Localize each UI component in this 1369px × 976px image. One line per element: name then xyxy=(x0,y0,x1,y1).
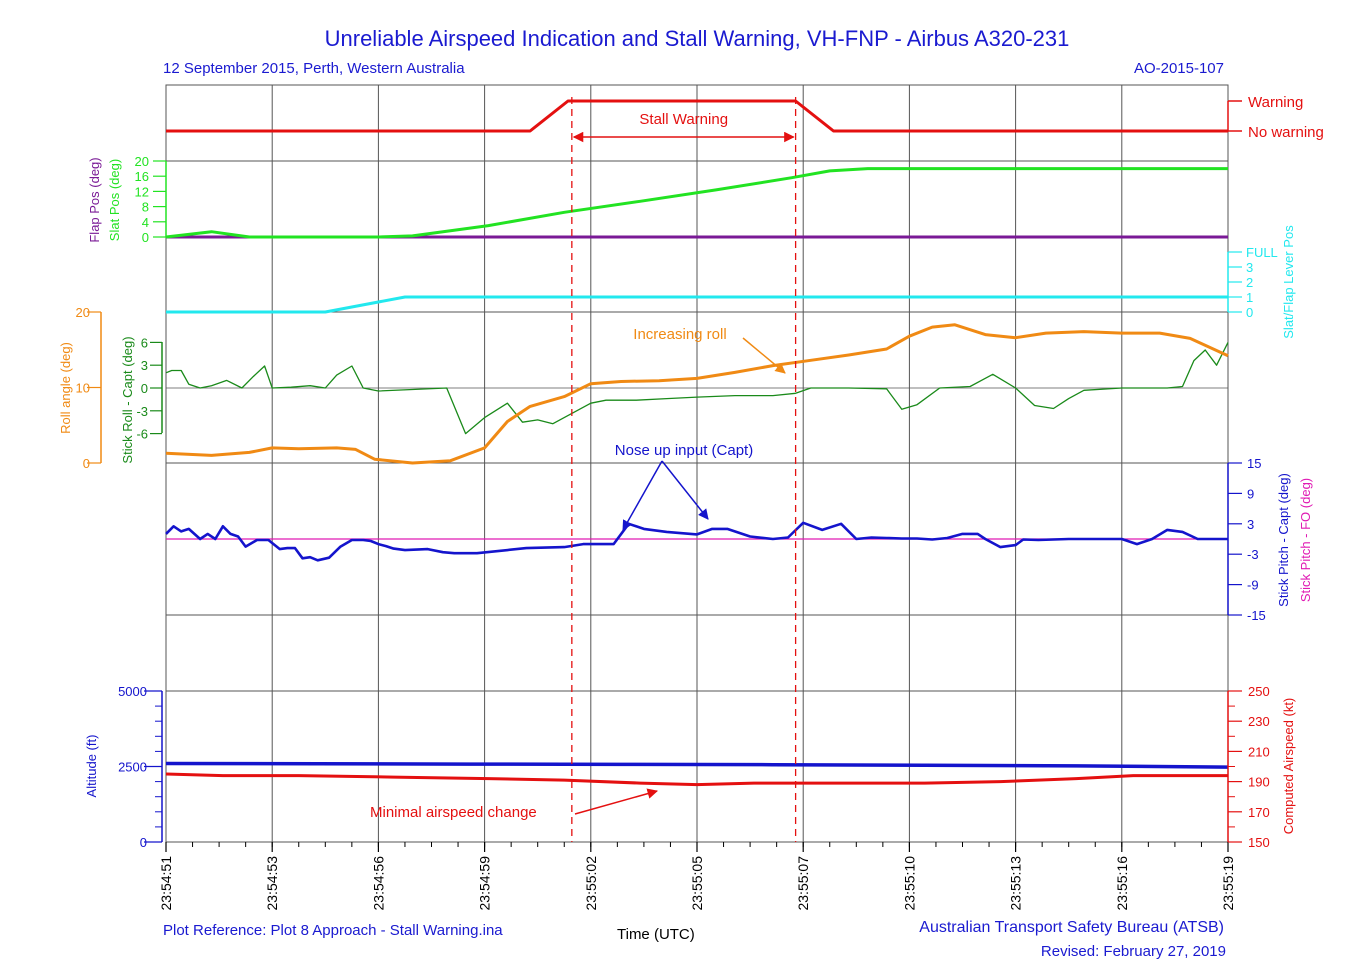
stick-roll-axis-label: Stick Roll - Capt (deg) xyxy=(120,336,135,463)
airspeed-tick-label: 170 xyxy=(1248,805,1270,820)
slat-tick-label: 12 xyxy=(135,184,149,199)
pitch-tick-label: -3 xyxy=(1247,547,1259,562)
x-tick-label: 23:55:10 xyxy=(901,856,917,911)
stick-roll-tick-label: -3 xyxy=(136,404,148,419)
lever-tick-label: 3 xyxy=(1246,260,1253,275)
altitude-line xyxy=(165,761,1229,769)
x-tick-label: 23:54:53 xyxy=(264,856,280,911)
axes-layer xyxy=(87,100,1242,852)
airspeed-tick-label: 230 xyxy=(1248,714,1270,729)
nose-up-arrow-right xyxy=(661,460,709,520)
stick-roll-tick-label: 0 xyxy=(141,381,148,396)
airspeed-tick-label: 210 xyxy=(1248,744,1270,759)
x-axis-title: Time (UTC) xyxy=(617,926,695,943)
altitude-tick-label: 2500 xyxy=(118,760,147,775)
stall-warning-line xyxy=(166,99,1228,133)
x-tick-label: 23:55:19 xyxy=(1220,856,1236,911)
stall-warning-annotation: Stall Warning xyxy=(639,111,728,128)
lever-tick-label: 2 xyxy=(1246,275,1253,290)
x-tick-label: 23:54:51 xyxy=(158,856,174,911)
altitude-tick-label: 5000 xyxy=(118,684,147,699)
minimal-airspeed-arrow xyxy=(574,788,659,815)
lever-tick-label: FULL xyxy=(1246,245,1278,260)
slat-tick-label: 4 xyxy=(142,215,149,230)
page-title: Unreliable Airspeed Indication and Stall… xyxy=(324,26,1070,51)
revised-date: Revised: February 27, 2019 xyxy=(1040,943,1226,960)
airspeed-tick-label: 150 xyxy=(1248,835,1270,850)
series-layer xyxy=(165,99,1229,787)
stick-roll-tick-label: -6 xyxy=(136,427,148,442)
report-number: AO-2015-107 xyxy=(1133,60,1224,77)
lever-position-line xyxy=(166,295,1228,314)
stall-label-nowarning: No warning xyxy=(1248,124,1324,141)
slat-tick-label: 20 xyxy=(135,154,149,169)
stick-roll-tick-label: 3 xyxy=(141,358,148,373)
slat-axis-label: Slat Pos (deg) xyxy=(107,159,122,241)
agency-name: Australian Transport Safety Bureau (ATSB… xyxy=(919,919,1224,936)
airspeed-line xyxy=(165,772,1228,787)
altitude-axis-label: Altitude (ft) xyxy=(84,735,99,798)
stick-roll-capt-line xyxy=(165,342,1229,435)
pitch-tick-label: 3 xyxy=(1247,517,1254,532)
x-tick-label: 23:55:02 xyxy=(583,856,599,911)
flap-axis-label: Flap Pos (deg) xyxy=(87,157,102,242)
airspeed-tick-label: 250 xyxy=(1248,684,1270,699)
lever-axis-label: Slat/Flap Lever Pos xyxy=(1281,225,1296,339)
airspeed-axis-label: Computed Airspeed (kt) xyxy=(1281,698,1296,835)
roll-tick-label: 20 xyxy=(76,305,90,320)
grid-lines xyxy=(165,84,1229,843)
plot-reference: Plot Reference: Plot 8 Approach - Stall … xyxy=(163,922,503,939)
altitude-tick-label: 0 xyxy=(140,835,147,850)
pitch-tick-label: 15 xyxy=(1247,456,1261,471)
slat-tick-label: 0 xyxy=(142,230,149,245)
slat-tick-label: 8 xyxy=(142,200,149,215)
labels-layer: 23:54:51 23:54:53 23:54:56 23:54:59 23:55:02… xyxy=(58,94,1324,911)
x-tick-label: 23:55:05 xyxy=(689,856,705,911)
roll-angle-line xyxy=(165,323,1229,465)
stall-label-warning: Warning xyxy=(1248,94,1303,111)
x-tick-label: 23:55:13 xyxy=(1008,856,1024,911)
stick-roll-tick-label: 6 xyxy=(141,335,148,350)
roll-tick-label: 10 xyxy=(76,381,90,396)
pitch-tick-label: -15 xyxy=(1247,608,1266,623)
slat-tick-label: 16 xyxy=(135,169,149,184)
increasing-roll-arrow xyxy=(742,337,786,374)
pitch-capt-axis-label: Stick Pitch - Capt (deg) xyxy=(1276,473,1291,607)
roll-tick-label: 0 xyxy=(83,456,90,471)
increasing-roll-annotation: Increasing roll xyxy=(633,326,726,343)
x-tick-label: 23:55:07 xyxy=(795,856,811,911)
x-tick-label: 23:55:16 xyxy=(1114,856,1130,911)
nose-up-arrow-left xyxy=(622,460,663,531)
lever-tick-label: 1 xyxy=(1246,290,1253,305)
lever-tick-label: 0 xyxy=(1246,305,1253,320)
airspeed-tick-label: 190 xyxy=(1248,775,1270,790)
x-tick-label: 23:54:56 xyxy=(370,856,386,911)
pitch-tick-label: -9 xyxy=(1247,578,1259,593)
pitch-tick-label: 9 xyxy=(1247,486,1254,501)
x-tick-label: 23:54:59 xyxy=(477,856,493,911)
roll-axis-label: Roll angle (deg) xyxy=(58,342,73,434)
pitch-fo-axis-label: Stick Pitch - FO (deg) xyxy=(1298,478,1313,602)
stick-pitch-capt-line xyxy=(165,521,1228,562)
minimal-airspeed-annotation: Minimal airspeed change xyxy=(370,804,537,821)
date-location: 12 September 2015, Perth, Western Austra… xyxy=(163,60,465,77)
slat-position-line xyxy=(165,167,1228,239)
nose-up-annotation: Nose up input (Capt) xyxy=(615,442,753,459)
